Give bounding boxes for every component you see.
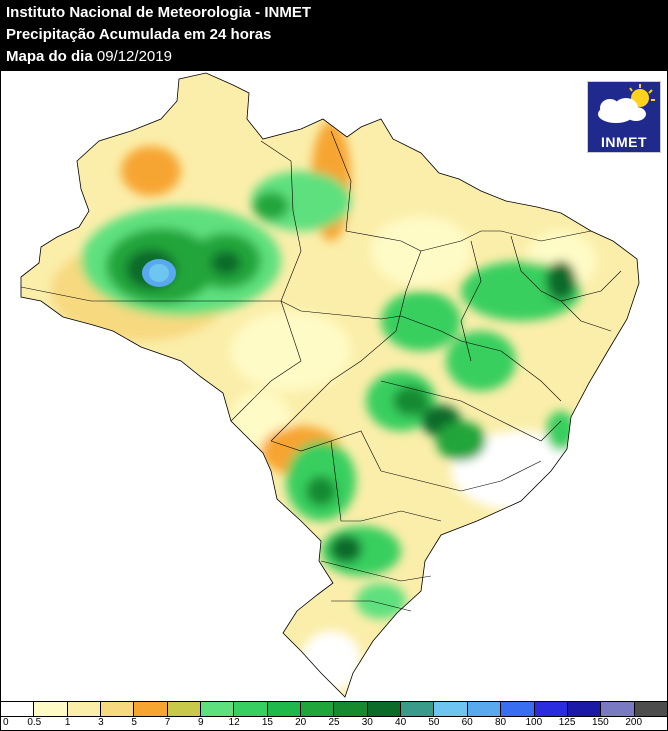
legend-label: 30	[361, 717, 373, 728]
legend-swatch	[101, 702, 135, 716]
legend-label: 12	[228, 717, 240, 728]
legend-swatch	[467, 702, 502, 716]
legend-label: 80	[494, 717, 507, 728]
legend-labels: 0 0.5 1 3 5 7 9 12 15 20 25 30 40 50 60 80 100 125 150 200	[1, 717, 667, 730]
legend-swatch	[401, 702, 435, 716]
state-borders	[20, 130, 622, 612]
precipitation-legend: 0 0.5 1 3 5 7 9 12 15 20 25 30 40 50 60 80 100 125 150 200	[1, 701, 667, 730]
map-date: 09/12/2019	[96, 48, 172, 65]
legend-swatch	[434, 702, 468, 716]
legend-swatch	[267, 702, 302, 716]
legend-label: 200	[625, 717, 643, 728]
legend-label: 0	[3, 717, 9, 728]
legend-swatch	[67, 702, 102, 716]
legend-swatch	[201, 702, 235, 716]
legend-swatch	[167, 702, 202, 716]
legend-label: 5	[131, 717, 137, 728]
legend-label: 9	[198, 717, 204, 728]
precipitation-field	[21, 73, 639, 697]
legend-swatch	[301, 702, 335, 716]
legend-label: 1	[64, 717, 71, 728]
legend-label: 60	[461, 717, 473, 728]
legend-swatch	[534, 702, 568, 716]
legend-label: 7	[164, 717, 171, 728]
legend-label: 150	[592, 717, 609, 728]
legend-label: 100	[525, 717, 543, 728]
legend-swatch	[34, 702, 68, 716]
cloud-sun-logo-icon	[598, 84, 655, 123]
legend-swatch	[601, 702, 635, 716]
legend-label: 25	[328, 717, 340, 728]
product-title: Precipitação Acumulada em 24 horas	[6, 26, 272, 43]
legend-swatch	[134, 702, 168, 716]
legend-swatch	[567, 702, 602, 716]
legend-swatch	[1, 702, 35, 716]
legend-label: 20	[295, 717, 307, 728]
logo-text: INMET	[600, 134, 648, 150]
legend-label: 50	[428, 717, 440, 728]
legend-label: 0.5	[27, 717, 42, 728]
legend-swatch	[501, 702, 535, 716]
legend-label: 40	[395, 717, 407, 728]
legend-label: 15	[261, 717, 273, 728]
inmet-logo: INMET	[587, 81, 661, 153]
brazil-precipitation-map	[20, 72, 640, 698]
legend-label: 3	[98, 717, 104, 728]
header: Instituto Nacional de Meteorologia - INM…	[1, 1, 667, 71]
legend-swatch	[334, 702, 368, 716]
map-date-label: Mapa do dia	[6, 48, 93, 65]
legend-swatch	[367, 702, 402, 716]
institute-title: Instituto Nacional de Meteorologia - INM…	[6, 4, 312, 21]
legend-swatch	[234, 702, 268, 716]
brazil-outline	[20, 72, 640, 698]
legend-label: 125	[558, 717, 576, 728]
legend-color-bar	[1, 701, 667, 717]
legend-swatch	[634, 702, 667, 716]
map-date-line: Mapa do dia 09/12/2019	[6, 48, 172, 66]
